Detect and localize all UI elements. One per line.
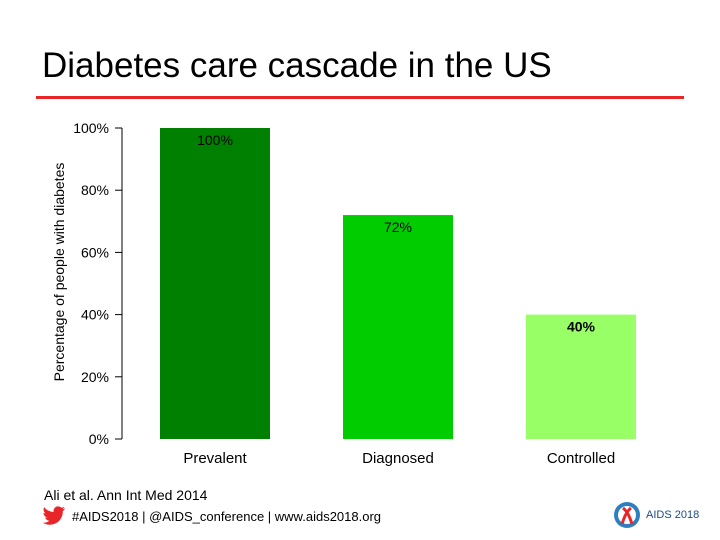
bars: 100% 72% 40% [160, 128, 636, 439]
y-axis-title: Percentage of people with diabetes [51, 163, 67, 382]
citation: Ali et al. Ann Int Med 2014 [44, 487, 208, 503]
twitter-icon [42, 506, 66, 525]
x-category-label: Diagnosed [362, 450, 434, 467]
x-axis-labels: Prevalent Diagnosed Controlled [183, 450, 615, 467]
bar-data-label: 40% [567, 319, 596, 335]
bar [160, 128, 270, 439]
bar-data-label: 100% [197, 132, 233, 148]
y-tick-label: 40% [81, 307, 109, 323]
bar [343, 215, 453, 439]
y-tick-label: 100% [73, 120, 109, 136]
bar-data-label: 72% [384, 219, 412, 235]
x-category-label: Prevalent [183, 450, 247, 467]
title-divider [36, 96, 684, 99]
y-axis: 0% 20% 40% 60% 80% 100% [73, 120, 123, 447]
y-tick-label: 20% [81, 369, 109, 385]
footer-links: #AIDS2018 | @AIDS_conference | www.aids2… [72, 508, 382, 524]
y-tick-label: 80% [81, 182, 109, 198]
slide-title: Diabetes care cascade in the US [42, 46, 552, 85]
y-tick-label: 0% [89, 431, 109, 447]
logo-label: AIDS 2018 [646, 509, 700, 521]
conference-logo: AIDS 2018 [612, 500, 699, 530]
footer: #AIDS2018 | @AIDS_conference | www.aids2… [42, 505, 381, 527]
bar [526, 314, 636, 439]
y-tick-label: 60% [81, 244, 109, 260]
x-category-label: Controlled [547, 450, 615, 467]
ribbon-logo-icon [614, 502, 640, 528]
